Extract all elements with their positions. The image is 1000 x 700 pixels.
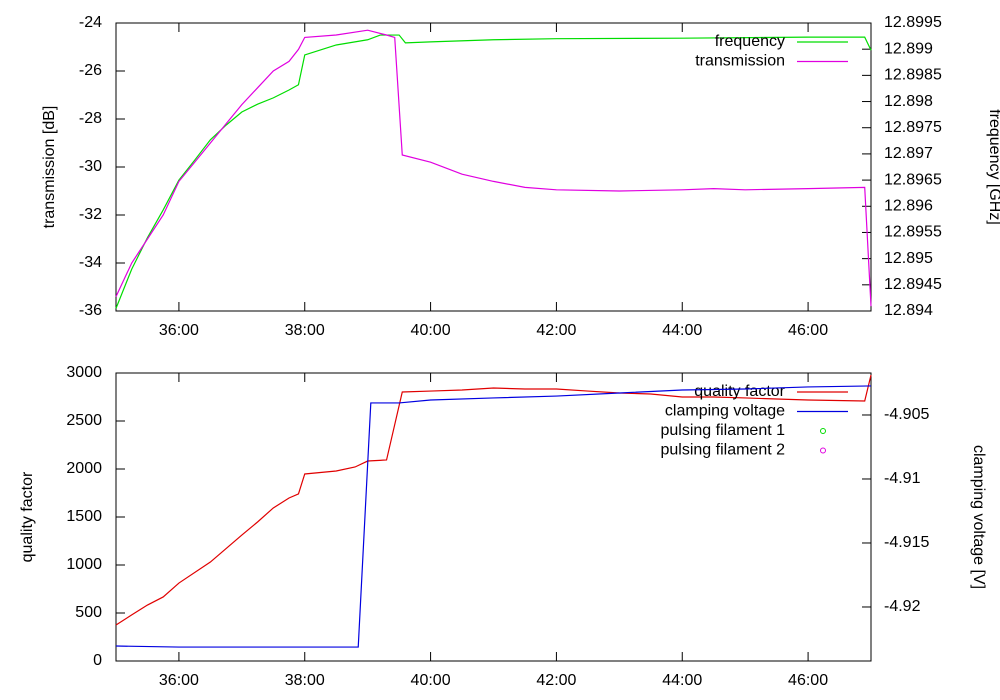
y2-tick-label: 12.8995 bbox=[884, 14, 942, 31]
series-line bbox=[115, 374, 872, 626]
x-tick-label: 38:00 bbox=[285, 322, 325, 339]
y2-tick-label: 12.8975 bbox=[884, 119, 942, 136]
y-tick-label: 1000 bbox=[66, 556, 102, 573]
x-tick-label: 44:00 bbox=[662, 322, 702, 339]
y-tick-label: 2500 bbox=[66, 412, 102, 429]
y2-tick-label: 12.895 bbox=[884, 250, 933, 267]
y2-tick-label: 12.8945 bbox=[884, 276, 942, 293]
y-tick-label: 0 bbox=[93, 652, 102, 669]
y2-tick-label: 12.894 bbox=[884, 302, 933, 319]
y-tick-label: -32 bbox=[79, 206, 102, 223]
y2-tick-label: -4.905 bbox=[884, 406, 929, 423]
y-tick-label: -36 bbox=[79, 302, 102, 319]
y-tick-label: 500 bbox=[75, 604, 102, 621]
y2-tick-label: 12.896 bbox=[884, 197, 933, 214]
y2-tick-label: 12.898 bbox=[884, 93, 933, 110]
y-tick-label: -24 bbox=[79, 14, 102, 31]
x-tick-label: 36:00 bbox=[159, 322, 199, 339]
y-tick-label: -28 bbox=[79, 110, 102, 127]
y-tick-label: -30 bbox=[79, 158, 102, 175]
legend-label: transmission bbox=[695, 53, 785, 70]
y-tick-label: 1500 bbox=[66, 508, 102, 525]
series-line bbox=[115, 34, 872, 309]
y-axis-label: quality factor bbox=[19, 471, 36, 562]
x-tick-label: 40:00 bbox=[411, 672, 451, 689]
x-tick-label: 42:00 bbox=[536, 672, 576, 689]
y-tick-label: -34 bbox=[79, 254, 102, 271]
y-tick-label: 3000 bbox=[66, 364, 102, 381]
y-tick-label: -26 bbox=[79, 62, 102, 79]
y2-axis-label: clamping voltage [V] bbox=[970, 445, 987, 589]
y2-tick-label: -4.92 bbox=[884, 598, 921, 615]
x-tick-label: 46:00 bbox=[788, 322, 828, 339]
x-tick-label: 36:00 bbox=[159, 672, 199, 689]
legend-swatch bbox=[820, 428, 826, 434]
y2-tick-label: 12.8985 bbox=[884, 67, 942, 84]
y2-tick-label: 12.8965 bbox=[884, 171, 942, 188]
x-tick-label: 38:00 bbox=[285, 672, 325, 689]
x-tick-label: 40:00 bbox=[411, 322, 451, 339]
y2-tick-label: 12.8955 bbox=[884, 224, 942, 241]
x-tick-label: 42:00 bbox=[536, 322, 576, 339]
y-tick-label: 2000 bbox=[66, 460, 102, 477]
legend-swatch bbox=[820, 447, 826, 454]
series-line bbox=[115, 385, 872, 648]
series-line bbox=[115, 29, 872, 307]
y2-tick-label: 12.897 bbox=[884, 145, 933, 162]
y2-tick-label: -4.91 bbox=[884, 470, 921, 487]
y2-tick-label: 12.899 bbox=[884, 40, 933, 57]
legend-label: frequency bbox=[715, 33, 785, 50]
y2-axis-label: frequency [GHz] bbox=[986, 109, 1000, 225]
legend-label: pulsing filament 1 bbox=[660, 422, 785, 439]
y2-tick-label: -4.915 bbox=[884, 534, 929, 551]
legend-label: clamping voltage bbox=[665, 403, 785, 420]
legend-label: quality factor bbox=[694, 383, 785, 400]
x-tick-label: 46:00 bbox=[788, 672, 828, 689]
legend-label: pulsing filament 2 bbox=[660, 442, 785, 459]
x-tick-label: 44:00 bbox=[662, 672, 702, 689]
y-axis-label: transmission [dB] bbox=[41, 106, 58, 229]
